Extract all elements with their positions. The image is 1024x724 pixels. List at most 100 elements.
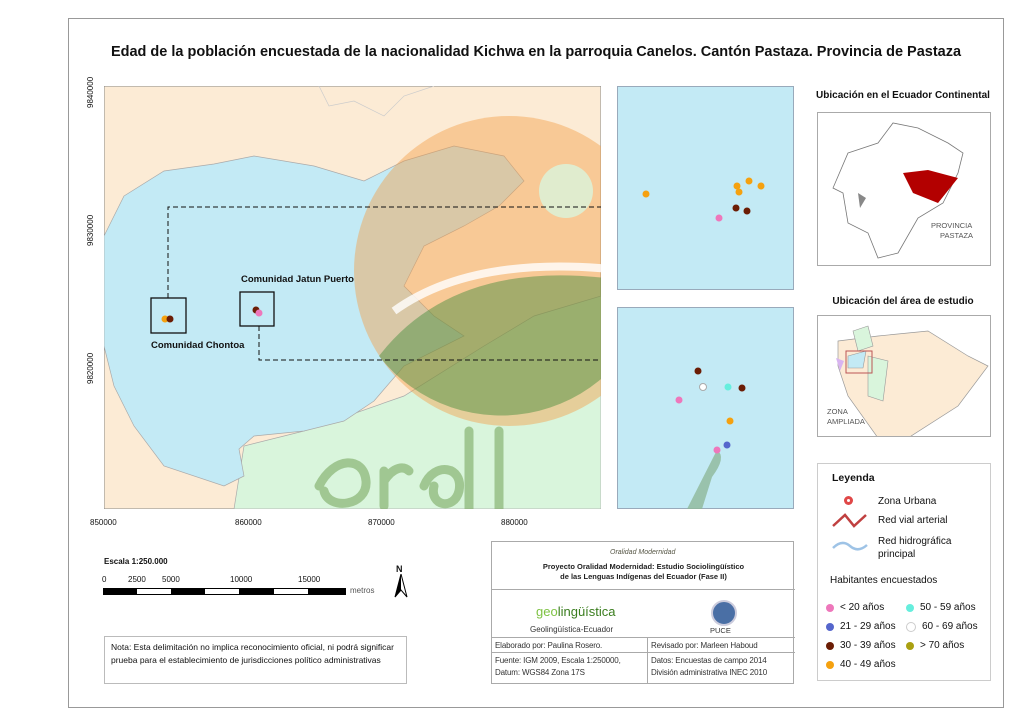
watermark-logo-strokes — [314, 426, 504, 509]
survey-point — [745, 177, 753, 185]
survey-point — [735, 188, 743, 196]
road-icon — [832, 513, 867, 528]
neighbor-area — [233, 295, 601, 509]
north-label: N — [396, 564, 403, 574]
scale-label: 2500 — [128, 575, 146, 584]
elaborado-por: Elaborado por: Paulina Rosero. — [495, 641, 603, 650]
survey-point — [723, 441, 731, 449]
x-tick: 880000 — [501, 518, 528, 527]
river-icon — [832, 541, 868, 551]
legend-age-item: < 20 años — [826, 598, 906, 617]
ecuador-inset-title: Ubicación en el Ecuador Continental — [816, 90, 990, 101]
y-tick: 9840000 — [86, 76, 95, 108]
zone-label: ZONA — [827, 407, 848, 416]
age-dot-icon — [826, 641, 834, 650]
age-label: 60 - 69 años — [922, 621, 978, 632]
legend-age-item: 40 - 49 años — [826, 655, 906, 674]
community-box-chontoa[interactable] — [150, 297, 187, 334]
age-dot-icon — [826, 660, 834, 669]
study-area — [104, 145, 525, 487]
watermark-sun — [539, 164, 593, 218]
legend-age-item: 21 - 29 años — [826, 617, 906, 636]
survey-point — [699, 383, 707, 391]
scale-label: 0 — [102, 575, 107, 584]
x-tick: 870000 — [368, 518, 395, 527]
scale-unit: metros — [350, 586, 375, 595]
boundary-line — [318, 86, 435, 117]
label-jatun-puerto: Comunidad Jatun Puerto — [241, 274, 354, 285]
legend-item: Zona Urbana — [878, 496, 937, 507]
legend-age-item: 50 - 59 años — [906, 598, 991, 617]
age-dot-icon — [906, 621, 916, 632]
age-dot-icon — [826, 622, 834, 631]
revisado-por: Revisado por: Marleen Haboud — [651, 641, 758, 650]
legend-title: Leyenda — [832, 472, 875, 484]
oralidad-logo: Oralidad Modernidad — [610, 549, 676, 556]
credits-box: Oralidad Modernidad Proyecto Oralidad Mo… — [491, 541, 795, 684]
project-title: Proyecto Oralidad Modernidad: Estudio So… — [542, 562, 745, 571]
survey-point — [713, 446, 721, 454]
survey-point — [738, 384, 746, 392]
age-dot-icon — [906, 603, 914, 612]
fuente-line1: Fuente: IGM 2009, Escala 1:250000, — [495, 656, 621, 665]
survey-point — [733, 182, 741, 190]
age-label: < 20 años — [840, 602, 885, 613]
scale-label: 15000 — [298, 575, 321, 584]
main-map — [104, 86, 601, 509]
survey-point — [724, 383, 732, 391]
age-label: 50 - 59 años — [920, 602, 976, 613]
community-box-jatun[interactable] — [239, 291, 275, 327]
survey-point — [732, 204, 740, 212]
study-inset-title: Ubicación del área de estudio — [832, 296, 974, 307]
y-tick: 9820000 — [86, 352, 95, 384]
legend: Leyenda Zona Urbana Red vial arterial Re… — [817, 463, 991, 681]
ecuador-inset-map: PROVINCIA PASTAZA — [817, 112, 991, 266]
age-dot-icon — [906, 641, 914, 650]
y-tick: 9830000 — [86, 214, 95, 246]
legend-age-item: 60 - 69 años — [906, 617, 991, 636]
survey-point — [757, 182, 765, 190]
watermark-circle-bottom — [379, 275, 601, 416]
map-title: Edad de la población encuestada de la na… — [110, 44, 962, 60]
north-arrow-icon — [394, 574, 408, 598]
x-tick: 850000 — [90, 518, 117, 527]
leader-line-jatun — [167, 206, 601, 298]
puce-logo — [711, 600, 737, 626]
survey-point — [161, 315, 169, 323]
legend-subtitle: Habitantes encuestados — [830, 575, 938, 586]
project-subtitle: de las Lenguas Indígenas del Ecuador (Fa… — [560, 572, 727, 581]
survey-point — [743, 207, 751, 215]
geo-label: Geolingüística-Ecuador — [530, 625, 614, 634]
x-tick: 860000 — [235, 518, 262, 527]
leader-line-chontoa — [258, 326, 601, 361]
survey-point — [675, 396, 683, 404]
watermark-wave — [391, 262, 601, 315]
survey-point — [255, 309, 263, 317]
datos-line2: División administrativa INEC 2010 — [651, 668, 767, 677]
survey-point — [642, 190, 650, 198]
scale-label: 5000 — [162, 575, 180, 584]
survey-point — [694, 367, 702, 375]
fuente-line2: Datum: WGS84 Zona 17S — [495, 668, 585, 677]
age-label: 21 - 29 años — [840, 621, 896, 632]
disclaimer-note: Nota: Esta delimitación no implica recon… — [104, 636, 407, 684]
pastaza-province — [903, 170, 958, 203]
scale-label: 10000 — [230, 575, 253, 584]
zone-label: AMPLIADA — [827, 417, 865, 426]
scale-title: Escala 1:250.000 — [104, 557, 168, 566]
map-frame — [68, 18, 1004, 708]
scale-bar — [103, 588, 346, 595]
label-chontoa: Comunidad Chontoa — [151, 340, 245, 351]
geolinguistica-logo: geolingüística — [536, 604, 616, 619]
age-label: 40 - 49 años — [840, 659, 896, 670]
province-label: PASTAZA — [940, 231, 973, 240]
survey-point — [726, 417, 734, 425]
puce-label: PUCE — [710, 626, 731, 635]
datos-line1: Datos: Encuestas de campo 2014 — [651, 656, 767, 665]
legend-item: Red hidrográfica principal — [878, 536, 952, 560]
zoom-inset-chontoa — [617, 307, 794, 509]
legend-age-item: > 70 años — [906, 636, 991, 655]
survey-point — [715, 214, 723, 222]
urban-zone-icon — [844, 496, 853, 505]
zoom-inset-jatun — [617, 86, 794, 290]
